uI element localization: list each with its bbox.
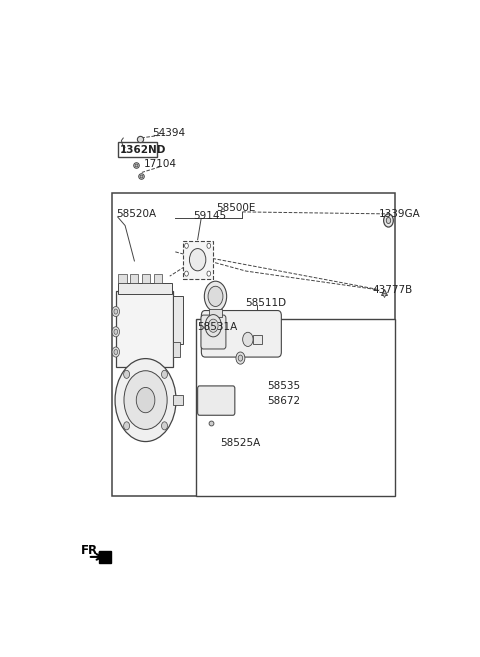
Text: 58525A: 58525A	[220, 438, 260, 448]
Bar	[154, 273, 162, 283]
Bar	[173, 296, 183, 344]
Circle shape	[114, 309, 118, 314]
Circle shape	[112, 307, 120, 317]
Circle shape	[208, 319, 218, 332]
Circle shape	[185, 271, 188, 276]
Circle shape	[185, 243, 188, 248]
Bar	[173, 342, 180, 357]
Bar	[196, 319, 395, 496]
Circle shape	[162, 422, 168, 430]
Circle shape	[386, 217, 391, 223]
Text: 43777B: 43777B	[372, 285, 413, 295]
Bar	[118, 283, 172, 294]
Circle shape	[114, 350, 118, 355]
Text: 58535: 58535	[267, 381, 300, 391]
Circle shape	[205, 315, 221, 337]
Circle shape	[238, 355, 243, 361]
Text: 59145: 59145	[193, 212, 226, 221]
Circle shape	[124, 371, 130, 378]
Text: 58672: 58672	[267, 396, 300, 406]
Text: 58531A: 58531A	[197, 322, 237, 332]
Text: 58511D: 58511D	[245, 298, 287, 308]
Circle shape	[115, 359, 176, 442]
Text: 54394: 54394	[152, 129, 185, 139]
Bar	[252, 335, 262, 344]
Bar	[209, 309, 222, 317]
Circle shape	[208, 286, 223, 306]
Circle shape	[112, 327, 120, 337]
Circle shape	[112, 347, 120, 357]
Text: 1339GA: 1339GA	[379, 209, 421, 219]
Circle shape	[190, 248, 206, 271]
Circle shape	[204, 281, 227, 311]
Bar	[173, 395, 183, 405]
Bar	[112, 193, 395, 496]
Text: 17104: 17104	[144, 160, 177, 170]
Circle shape	[243, 332, 253, 346]
Circle shape	[124, 422, 130, 430]
Text: 58500E: 58500E	[216, 203, 256, 213]
Circle shape	[114, 329, 118, 334]
Bar	[116, 291, 173, 367]
FancyBboxPatch shape	[198, 386, 235, 415]
Circle shape	[136, 388, 155, 413]
Text: 1362ND: 1362ND	[120, 145, 166, 154]
Bar	[142, 273, 150, 283]
Bar	[183, 240, 213, 279]
Circle shape	[162, 371, 168, 378]
FancyBboxPatch shape	[202, 311, 281, 357]
Bar	[119, 273, 127, 283]
FancyBboxPatch shape	[201, 315, 226, 349]
Circle shape	[384, 214, 393, 227]
Circle shape	[236, 352, 245, 364]
Bar	[130, 273, 139, 283]
Text: FR.: FR.	[81, 544, 102, 557]
Circle shape	[207, 271, 211, 276]
Text: 58520A: 58520A	[116, 210, 156, 219]
Circle shape	[124, 371, 167, 430]
Circle shape	[207, 243, 211, 248]
Bar	[118, 142, 156, 157]
